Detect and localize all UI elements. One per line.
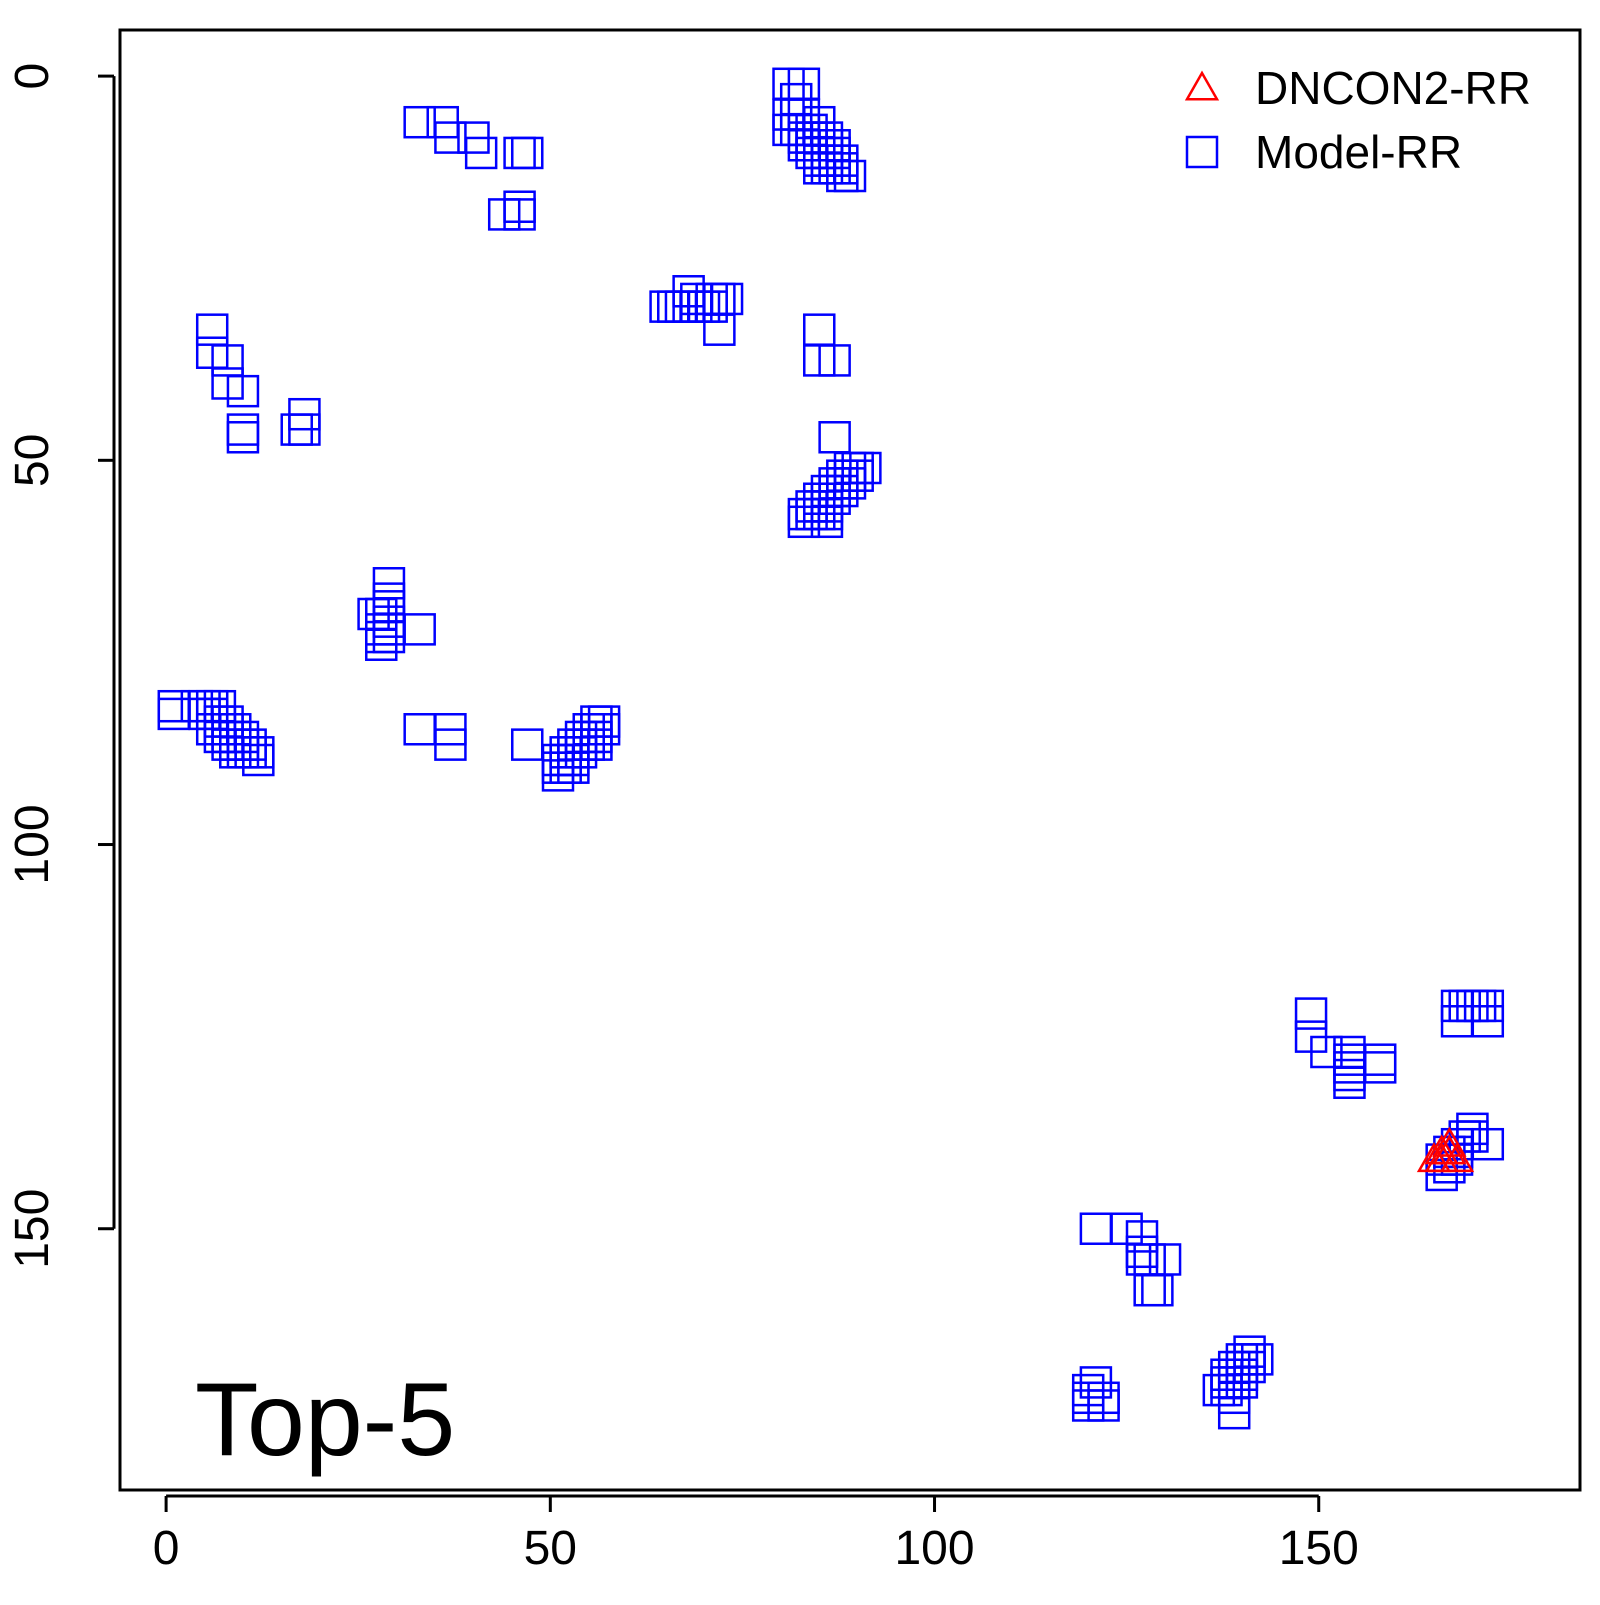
point-square [818,421,851,454]
legend-marker-triangle [1184,70,1220,101]
point-square [365,628,398,661]
point-square [503,136,536,170]
point-triangle [1432,1134,1467,1165]
x-tick-label: 0 [153,1522,180,1575]
point-square [511,728,544,761]
point-square [818,344,851,377]
point-square [464,136,498,170]
series-dncon2-rr [1416,1126,1475,1173]
point-square [1333,1066,1366,1099]
point-square [511,136,544,170]
point-square [1125,1243,1159,1276]
legend-marker-square [1185,135,1219,169]
point-square [1471,1005,1505,1038]
y-axis: 0 50 100 150 [6,63,116,1269]
point-square [787,505,821,539]
point-square [833,159,867,193]
y-tick-label: 50 [6,434,59,487]
x-tick-label: 50 [524,1522,577,1575]
point-square [403,613,436,646]
series-layer [157,67,1505,1430]
point-square [703,313,736,346]
point-square [403,713,436,746]
point-square [157,697,191,731]
point-square [672,275,705,308]
point-square [157,689,191,723]
point-square [195,313,229,346]
point-square [503,198,536,231]
point-square [1294,997,1328,1030]
point-square [242,743,275,777]
point-square [288,413,321,446]
legend: DNCON2-RR Model-RR [1184,62,1531,178]
legend-label: DNCON2-RR [1255,62,1531,114]
legend-label: Model-RR [1255,126,1462,178]
y-tick-label: 150 [6,1189,59,1269]
point-square [1141,1273,1174,1307]
point-square [803,313,836,346]
point-triangle [1439,1142,1475,1173]
point-square [1363,1051,1397,1084]
point-square [372,620,406,654]
point-square [1217,1396,1251,1430]
series-model-rr [157,67,1505,1430]
point-square [810,505,844,539]
y-tick-label: 100 [6,804,59,884]
y-tick-label: 0 [6,63,59,90]
point-square [541,759,575,792]
point-triangle [1432,1126,1467,1157]
x-tick-label: 150 [1279,1522,1359,1575]
x-tick-label: 100 [894,1522,974,1575]
point-square [1210,1373,1243,1407]
point-square [226,413,260,446]
point-square [434,728,467,761]
x-axis: 0 50 100 150 [153,1494,1359,1575]
point-square [1087,1389,1120,1422]
point-square [1133,1273,1166,1307]
point-square [226,374,260,408]
point-square [403,105,436,139]
point-square [226,421,260,454]
plot-frame [118,28,1582,1492]
point-square [1079,1212,1113,1245]
panel-label: Top-5 [195,1362,455,1478]
point-square [1363,1043,1397,1076]
